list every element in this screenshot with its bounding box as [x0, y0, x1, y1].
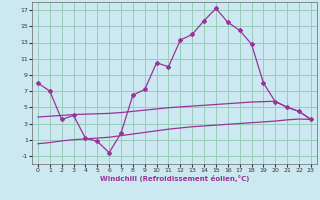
- X-axis label: Windchill (Refroidissement éolien,°C): Windchill (Refroidissement éolien,°C): [100, 175, 249, 182]
